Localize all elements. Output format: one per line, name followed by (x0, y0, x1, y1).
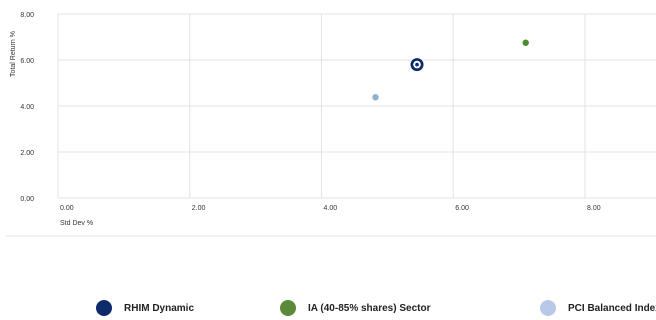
legend-label-ia-sector: IA (40-85% shares) Sector (308, 302, 431, 314)
x-tick-label: 8.00 (587, 205, 601, 212)
y-tick-label: 2.00 (20, 150, 34, 157)
chart-plot: 0.00 2.00 4.00 6.00 8.00 0.00 2.00 4.00 6.00 8.00… (6, 12, 656, 237)
legend-swatch-ia-sector (280, 300, 296, 316)
legend-item-pci-balanced-index: PCI Balanced Index (540, 296, 656, 320)
legend-swatch-pci-balanced-index (540, 300, 556, 316)
x-axis-label: Std Dev % (60, 220, 93, 227)
legend-item-rhim-dynamic: RHIM Dynamic (96, 296, 194, 320)
legend-label-rhim-dynamic: RHIM Dynamic (124, 302, 195, 314)
x-tick-label: 4.00 (324, 205, 338, 212)
x-tick-label: 2.00 (192, 205, 206, 212)
y-tick-label: 0.00 (20, 196, 34, 203)
legend-swatch-rhim-dynamic (96, 300, 112, 316)
y-tick-label: 6.00 (20, 58, 34, 65)
y-tick-label: 4.00 (20, 104, 34, 111)
chart-legend: RHIM Dynamic IA (40-85% shares) Sector P… (0, 296, 656, 320)
x-tick-label: 6.00 (455, 205, 469, 212)
data-point (372, 94, 379, 101)
y-tick-label: 8.00 (20, 12, 34, 19)
legend-item-ia-sector: IA (40-85% shares) Sector (280, 296, 430, 320)
data-point-center (415, 62, 419, 67)
x-tick-label: 0.00 (60, 205, 74, 212)
data-point (522, 39, 529, 46)
y-axis-label: Total Return % (10, 31, 17, 77)
legend-label-pci-balanced-index: PCI Balanced Index (568, 302, 656, 314)
